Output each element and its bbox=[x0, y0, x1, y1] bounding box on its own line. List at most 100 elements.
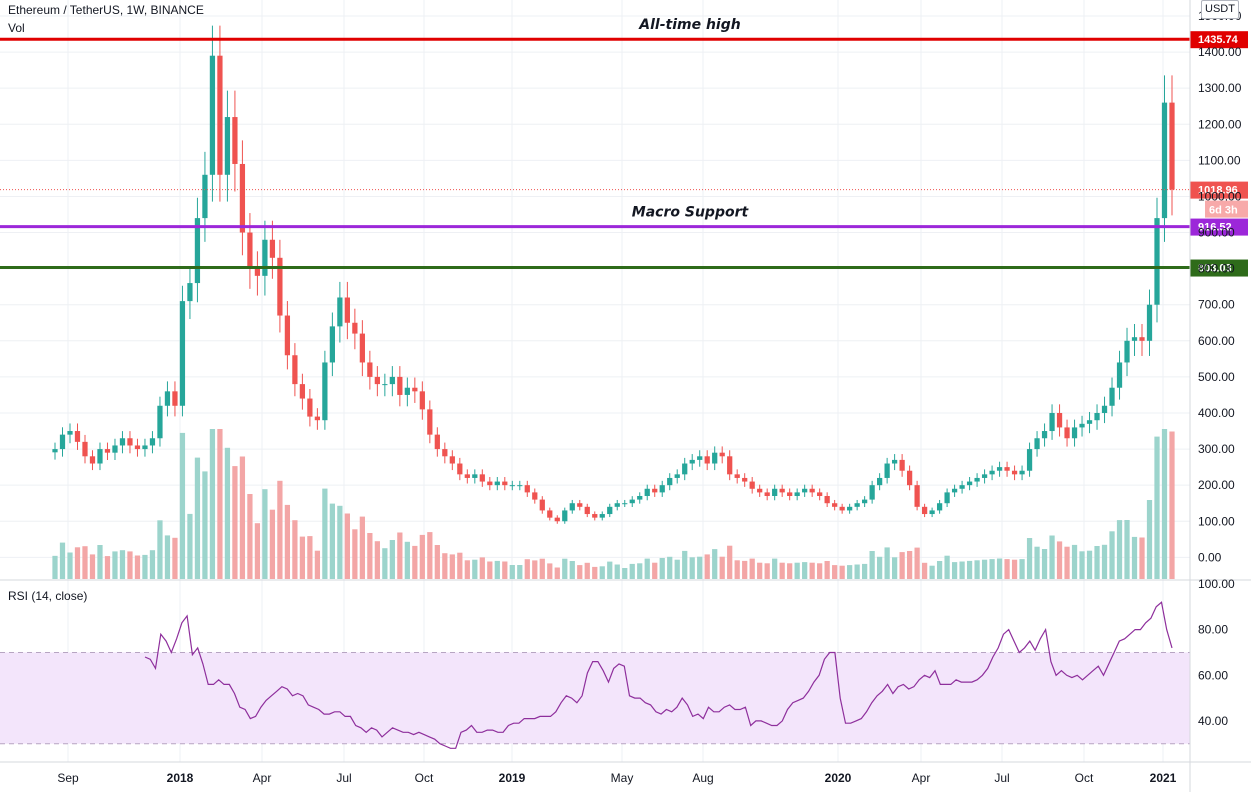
candle-body bbox=[464, 474, 470, 478]
volume-bar bbox=[232, 466, 238, 579]
candle-body bbox=[419, 391, 425, 410]
volume-bar bbox=[1109, 531, 1115, 579]
time-axis-label: 2019 bbox=[499, 771, 526, 785]
volume-bar bbox=[719, 556, 725, 579]
volume-bar bbox=[974, 560, 980, 579]
candle-body bbox=[172, 391, 178, 406]
volume-bar bbox=[509, 565, 515, 579]
rsi-tick-label: 60.00 bbox=[1198, 668, 1228, 682]
candle-body bbox=[412, 387, 418, 392]
candle-body bbox=[974, 477, 980, 482]
volume-bar bbox=[1116, 520, 1123, 579]
candle-body bbox=[704, 456, 710, 464]
volume-bar bbox=[524, 559, 530, 579]
macro-support-price-tag-label: 916.52 bbox=[1198, 222, 1232, 234]
candle-body bbox=[981, 474, 988, 478]
volume-bar bbox=[674, 559, 680, 579]
volume-bar bbox=[622, 568, 628, 579]
candle-body bbox=[374, 376, 380, 385]
volume-bar bbox=[577, 565, 583, 579]
candle-body bbox=[959, 485, 965, 489]
candle-body bbox=[719, 452, 725, 457]
volume-bar bbox=[817, 563, 823, 579]
candle-body bbox=[1041, 431, 1048, 439]
candle-body bbox=[1169, 102, 1175, 190]
rsi-line bbox=[144, 601, 1173, 749]
volume-bar bbox=[1034, 546, 1040, 579]
candle-body bbox=[382, 384, 388, 386]
volume-bar bbox=[254, 523, 261, 579]
price-tick-label: 300.00 bbox=[1198, 442, 1235, 456]
candle-body bbox=[742, 477, 748, 482]
candle-body bbox=[502, 481, 508, 486]
candle-body bbox=[142, 445, 148, 450]
volume-bar bbox=[921, 562, 928, 579]
volume-bar bbox=[389, 540, 395, 579]
currency-badge[interactable]: USDT bbox=[1201, 0, 1239, 19]
volume-bar bbox=[539, 558, 545, 579]
time-axis-label: Oct bbox=[1075, 771, 1094, 785]
volume-bar bbox=[247, 494, 253, 579]
volume-bar bbox=[434, 545, 440, 579]
candle-body bbox=[869, 485, 875, 500]
candle-body bbox=[202, 174, 208, 219]
rsi-indicator[interactable] bbox=[0, 601, 1190, 749]
volume-bar bbox=[194, 457, 201, 579]
volume-bar bbox=[862, 563, 868, 579]
candle-body bbox=[936, 503, 943, 511]
candle-body bbox=[674, 474, 680, 478]
candle-body bbox=[344, 297, 350, 323]
candle-body bbox=[884, 463, 890, 478]
volume-bar bbox=[359, 516, 365, 579]
price-tick-label: 800.00 bbox=[1198, 262, 1235, 276]
volume-bar bbox=[1071, 544, 1078, 579]
price-candles[interactable] bbox=[52, 25, 1175, 524]
candle-body bbox=[67, 431, 73, 435]
candle-body bbox=[404, 387, 410, 395]
volume-bar bbox=[187, 513, 193, 579]
volume-bar bbox=[832, 565, 838, 579]
volume-bar bbox=[614, 564, 620, 579]
volume-bar bbox=[374, 541, 380, 579]
volume-bar bbox=[1086, 550, 1093, 579]
candle-body bbox=[839, 506, 845, 511]
candle-body bbox=[314, 416, 321, 421]
candle-body bbox=[89, 456, 96, 464]
volume-bar bbox=[449, 554, 455, 579]
ath-price-tag-label: 1435.74 bbox=[1198, 34, 1239, 46]
chart-title: Ethereum / TetherUS, 1W, BINANCE bbox=[8, 3, 204, 17]
volume-bar bbox=[981, 559, 988, 579]
volume-bar bbox=[397, 532, 403, 579]
volume-bar bbox=[1056, 541, 1063, 579]
volume-bar bbox=[59, 542, 66, 579]
candle-body bbox=[847, 506, 853, 511]
volume-bar bbox=[697, 556, 703, 579]
candle-body bbox=[509, 485, 515, 487]
candle-body bbox=[1109, 387, 1115, 406]
volume-bar bbox=[224, 447, 231, 579]
candle-body bbox=[134, 445, 141, 450]
volume-bar bbox=[502, 561, 508, 579]
candle-body bbox=[1146, 304, 1153, 341]
macro-support-annotation: Macro Support bbox=[632, 205, 750, 221]
volume-bar bbox=[637, 563, 643, 579]
time-axis-label: 2021 bbox=[1150, 771, 1177, 785]
candle-body bbox=[307, 398, 313, 417]
volume-bar bbox=[344, 513, 350, 579]
horizontal-levels[interactable]: 1435.74 All-time high 916.52 Macro Support 8… bbox=[0, 17, 1248, 277]
time-axis-label: Apr bbox=[912, 771, 931, 785]
candle-body bbox=[284, 315, 291, 356]
volume-bar bbox=[532, 560, 538, 579]
volume-bar bbox=[1101, 544, 1108, 579]
volume-bar bbox=[884, 547, 890, 579]
volume-bar bbox=[1026, 538, 1033, 579]
candle-body bbox=[779, 488, 785, 493]
volume-bar bbox=[892, 557, 898, 579]
volume-bar bbox=[727, 545, 733, 579]
volume-bar bbox=[936, 561, 943, 579]
rsi-band bbox=[0, 652, 1190, 744]
volume-bar bbox=[629, 563, 635, 579]
volume-bar bbox=[164, 535, 171, 579]
grid bbox=[0, 0, 1190, 762]
